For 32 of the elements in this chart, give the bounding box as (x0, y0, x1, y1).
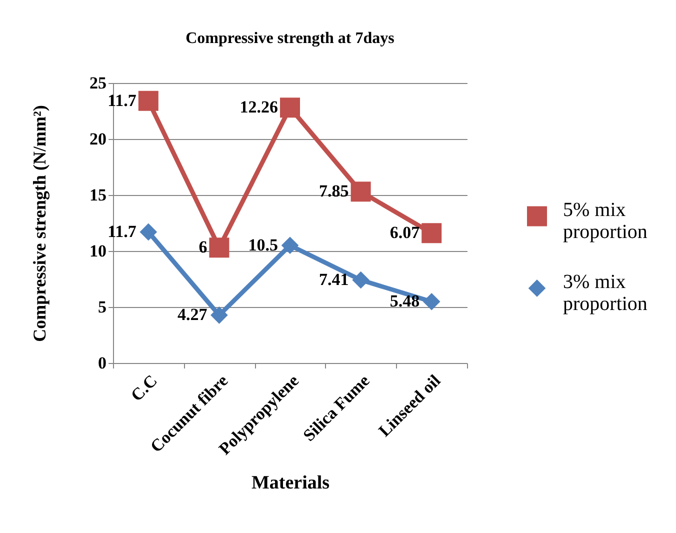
chart-title: Compressive strength at 7days (186, 30, 394, 47)
y-tick-label: 25 (90, 74, 106, 92)
y-tick-label: 20 (90, 130, 106, 148)
point (350, 182, 371, 202)
x-axis-title: Materials (251, 472, 330, 494)
y-tick-label: 10 (90, 242, 106, 260)
point (422, 223, 442, 244)
y-axis-title: Compressive strength (N/mm²) (30, 105, 50, 342)
point (209, 238, 230, 258)
point (140, 223, 158, 241)
point (138, 90, 158, 111)
point (281, 236, 299, 254)
data-label: 4.27 (177, 305, 208, 324)
data-label: 11.7 (108, 222, 137, 241)
point (352, 271, 370, 289)
annotation: 6.07 (390, 223, 420, 242)
point (210, 306, 228, 324)
point (422, 292, 440, 310)
legend-label: 5% mix proportion (563, 199, 648, 244)
y-tick-label: 5 (98, 298, 106, 316)
annotation: 12.26 (240, 98, 278, 117)
y-tick-label: 15 (90, 186, 106, 204)
data-label: 5.48 (390, 292, 420, 311)
y-tick-label: 0 (98, 354, 106, 372)
data-label: 7.41 (319, 270, 349, 290)
annotation: 11.7 (108, 90, 137, 110)
point (280, 98, 300, 118)
annotation: 6 (198, 238, 208, 257)
x-tick-label: C.C (127, 371, 161, 405)
legend-label: 3% mix proportion (563, 271, 648, 316)
annotation: 7.85 (319, 182, 349, 201)
data-label: 10.5 (248, 235, 278, 254)
